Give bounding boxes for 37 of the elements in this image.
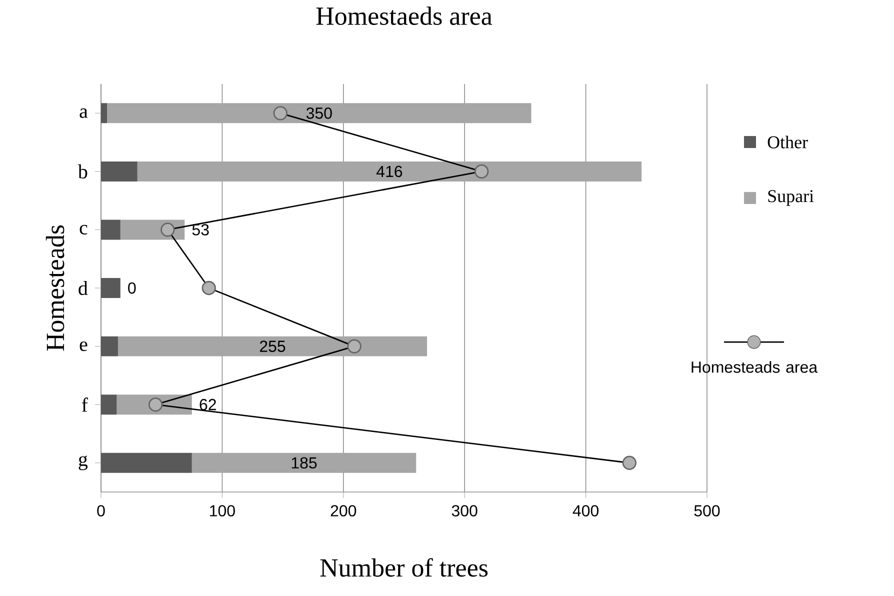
bar xyxy=(101,161,138,182)
text: Homesteads area xyxy=(692,361,818,373)
data-label: 416 xyxy=(376,166,402,178)
x-tick-label: 300 xyxy=(452,505,478,516)
x-tick-label: 100 xyxy=(210,505,235,516)
data-label: 350 xyxy=(306,108,332,119)
bar xyxy=(107,103,532,124)
legend-label: Supari xyxy=(768,190,814,206)
y-tick-label: d xyxy=(78,280,88,296)
x-tick-label: 500 xyxy=(694,505,720,516)
x-axis-title: Number of trees xyxy=(320,558,488,577)
x-tick-label: 400 xyxy=(572,505,599,516)
y-axis-title: Homesteads xyxy=(46,225,64,351)
bar xyxy=(101,278,120,298)
y-tick-label: b xyxy=(78,164,88,178)
chart-title: Homestaeds area xyxy=(316,6,492,25)
y-tick-label: a xyxy=(80,108,88,118)
legend-label: Other xyxy=(768,136,808,148)
x-tick-label: 0 xyxy=(97,505,105,516)
data-label: 255 xyxy=(260,340,286,352)
bar xyxy=(101,394,117,415)
bar xyxy=(137,161,642,182)
y-tick-label: c xyxy=(80,224,88,235)
data-label: 0 xyxy=(128,282,136,294)
bar xyxy=(192,452,416,473)
bar xyxy=(118,336,428,356)
bar xyxy=(120,220,185,240)
y-tick-label: g xyxy=(78,456,88,470)
data-label: 62 xyxy=(200,398,216,410)
bar xyxy=(101,336,118,356)
y-tick-label: f xyxy=(82,398,88,412)
x-tick-label: 200 xyxy=(330,505,356,516)
bar xyxy=(101,220,120,240)
bar xyxy=(101,452,192,473)
data-label: 185 xyxy=(292,457,317,469)
bar xyxy=(101,103,108,124)
y-tick-label: e xyxy=(80,341,88,352)
